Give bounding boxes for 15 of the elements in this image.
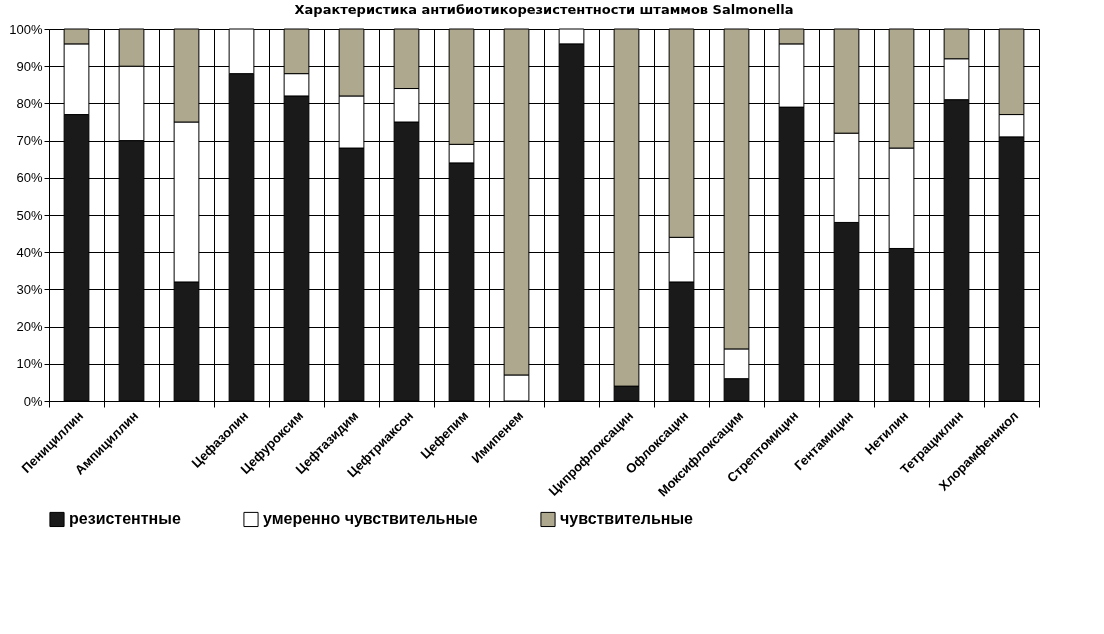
y-tick-label: 20% <box>16 319 43 335</box>
y-tick-label: 80% <box>16 95 43 111</box>
y-tick-label: 60% <box>16 170 43 186</box>
y-tick-label: 10% <box>16 356 43 372</box>
legend-label: резистентные <box>69 510 181 528</box>
y-tick-label: 90% <box>16 58 43 74</box>
legend-label: чувствительные <box>560 510 694 528</box>
y-tick-label: 100% <box>9 21 43 37</box>
y-tick-label: 0% <box>23 393 43 409</box>
legend-label: умеренно чувствительные <box>263 510 478 528</box>
y-tick-label: 40% <box>16 244 43 260</box>
y-tick-label: 70% <box>16 133 43 149</box>
chart-title: Характеристика антибиотикорезистентности штаммов Salmonella <box>294 2 794 17</box>
y-tick-label: 50% <box>16 207 43 223</box>
y-tick-label: 30% <box>16 281 43 297</box>
